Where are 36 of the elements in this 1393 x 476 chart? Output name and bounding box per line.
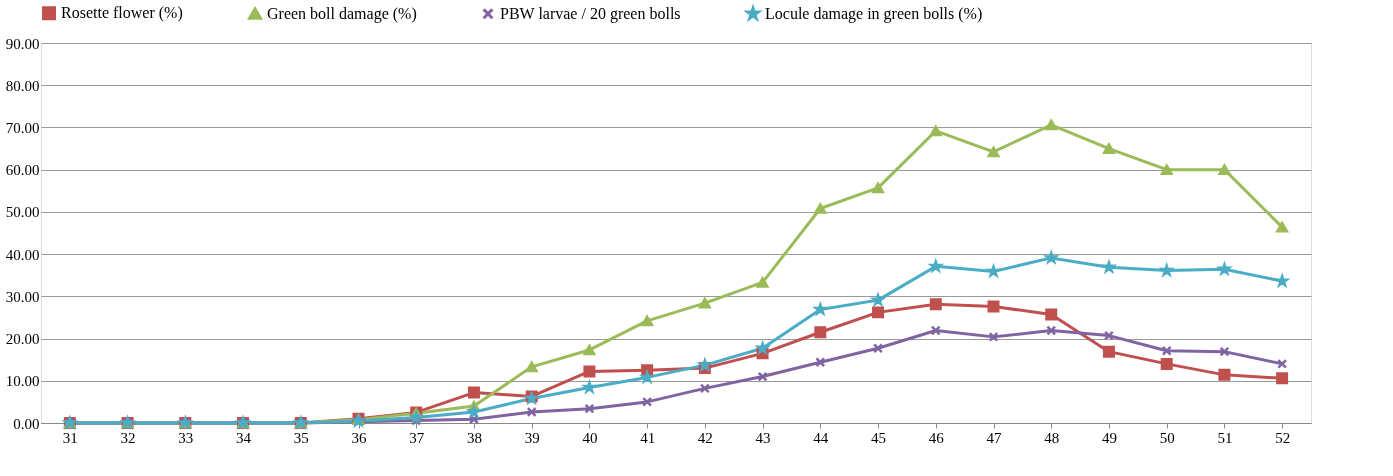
y-tick-label: 70.00 [5, 119, 40, 136]
y-tick-label: 20.00 [5, 331, 40, 348]
x-tick-label: 46 [928, 429, 945, 446]
x-tick-label: 36 [351, 429, 367, 446]
x-tick-label: 48 [1044, 429, 1060, 446]
x-tick-label: 42 [697, 429, 713, 446]
legend-label: Green boll damage (%) [267, 4, 417, 23]
y-tick-label: 50.00 [5, 204, 40, 221]
x-tick-label: 51 [1217, 429, 1233, 446]
y-tick-label: 30.00 [5, 288, 40, 305]
x-tick-label: 45 [871, 429, 887, 446]
x-tick-label: 39 [524, 429, 540, 446]
x-tick-label: 40 [582, 429, 598, 446]
x-tick-label: 37 [409, 429, 425, 446]
x-tick-label: 34 [236, 429, 252, 446]
y-tick-label: 0.00 [13, 415, 40, 432]
y-tick-label: 80.00 [5, 77, 40, 94]
y-tick-label: 40.00 [5, 246, 40, 263]
x-tick-label: 33 [178, 429, 194, 446]
legend-label: Locule damage in green bolls (%) [765, 4, 983, 23]
x-tick-label: 52 [1275, 429, 1291, 446]
legend-label: PBW larvae / 20 green bolls [500, 4, 681, 23]
x-tick-label: 32 [120, 429, 136, 446]
x-tick-label: 49 [1101, 429, 1117, 446]
y-tick-label: 10.00 [5, 373, 40, 390]
x-tick-label: 47 [986, 429, 1002, 446]
y-tick-label: 60.00 [5, 162, 40, 179]
x-tick-label: 41 [640, 429, 656, 446]
x-tick-label: 31 [62, 429, 78, 446]
x-tick-label: 44 [813, 429, 829, 446]
y-tick-label: 90.00 [5, 35, 40, 52]
x-tick-label: 50 [1159, 429, 1175, 446]
x-tick-label: 35 [293, 429, 309, 446]
legend-label: Rosette flower (%) [61, 4, 183, 23]
x-tick-label: 43 [755, 429, 771, 446]
x-tick-label: 38 [466, 429, 482, 446]
